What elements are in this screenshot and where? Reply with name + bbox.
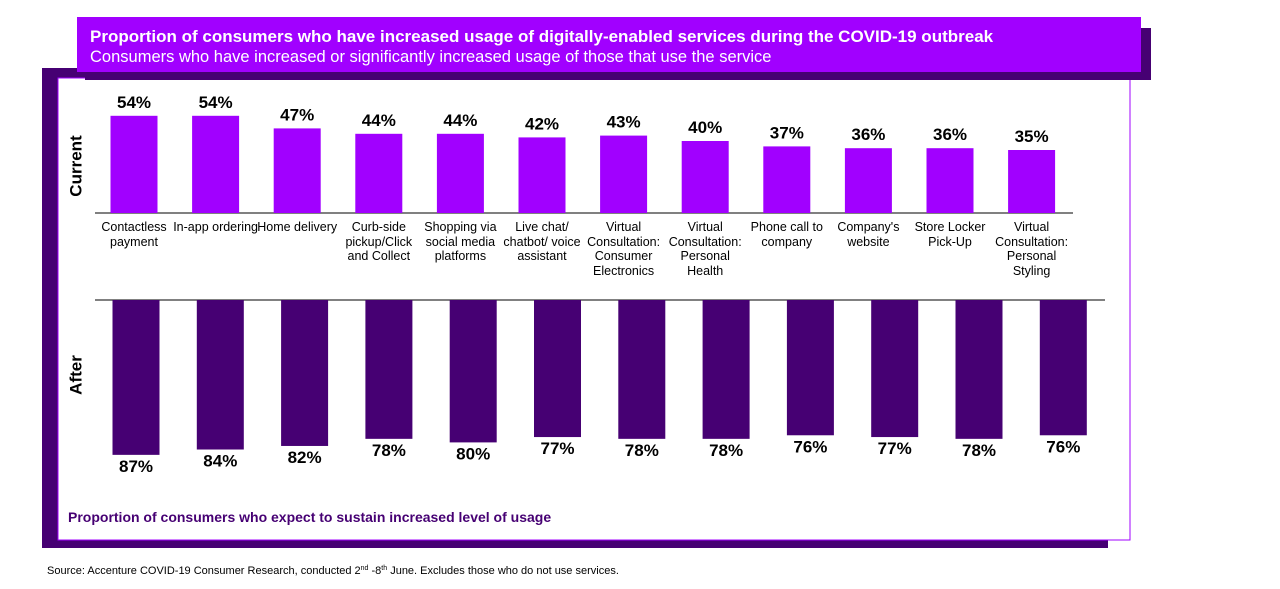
category-label-box: In-app ordering	[173, 220, 258, 234]
bar	[196, 300, 244, 450]
bar	[681, 141, 729, 213]
value-label: 35%	[1015, 127, 1049, 146]
value-label: 37%	[770, 123, 804, 142]
chart-subtitle: Consumers who have increased or signific…	[90, 48, 771, 66]
bar	[436, 133, 484, 213]
value-label: 77%	[540, 439, 574, 458]
source-text: Source: Accenture COVID-19 Consumer Rese…	[47, 565, 361, 577]
value-label: 42%	[525, 114, 559, 133]
category-label-box: Contactless payment	[101, 220, 167, 249]
x-tick-label: Shopping via social media platforms	[424, 220, 497, 263]
value-label: 78%	[372, 441, 406, 460]
value-label: 78%	[962, 441, 996, 460]
bar	[355, 133, 403, 213]
value-label: 54%	[117, 93, 151, 112]
value-label: 36%	[851, 125, 885, 144]
x-tick-label: Company's website	[837, 220, 900, 249]
bar	[926, 148, 974, 213]
category-label-box: Home delivery	[257, 220, 338, 234]
x-tick-label: Contactless payment	[101, 220, 167, 249]
bar	[112, 300, 160, 455]
x-tick-label: Virtual Consultation: Personal Health	[668, 220, 742, 278]
value-label: 36%	[933, 125, 967, 144]
category-label-box: Phone call to company	[750, 220, 823, 249]
category-label-box: Live chat/ chatbot/ voice assistant	[503, 220, 581, 263]
axis-label: Current	[66, 135, 85, 197]
value-label: 84%	[203, 452, 237, 471]
bar	[955, 300, 1003, 439]
value-label: 47%	[280, 105, 314, 124]
source-text: -8	[368, 565, 381, 577]
value-label: 54%	[199, 93, 233, 112]
category-label-box: Virtual Consultation: Personal Health	[668, 220, 742, 278]
source-text: th	[381, 565, 387, 572]
source: Source: Accenture COVID-19 Consumer Rese…	[47, 565, 619, 577]
value-label: 87%	[119, 457, 153, 476]
value-label: 78%	[625, 441, 659, 460]
bar	[192, 115, 240, 213]
x-tick-label: Virtual Consultation: Personal Styling	[995, 220, 1069, 278]
value-label: 44%	[443, 111, 477, 130]
category-label-box: Curb-side pickup/Click and Collect	[345, 220, 413, 263]
value-label: 76%	[1046, 437, 1080, 456]
bar	[281, 300, 329, 446]
x-tick-label: In-app ordering	[173, 220, 258, 234]
bar	[618, 300, 666, 439]
category-label-box: Shopping via social media platforms	[424, 220, 497, 263]
x-tick-label: Virtual Consultation: Consumer Electroni…	[587, 220, 661, 278]
chart-title: Proportion of consumers who have increas…	[90, 27, 994, 46]
category-label-box: Company's website	[837, 220, 900, 249]
value-label: 76%	[793, 437, 827, 456]
bar	[600, 135, 648, 213]
title-box	[77, 17, 1141, 72]
bar	[518, 137, 566, 213]
category-label-box: Virtual Consultation: Consumer Electroni…	[587, 220, 661, 278]
value-label: 82%	[288, 448, 322, 467]
category-label-box: Virtual Consultation: Personal Styling	[995, 220, 1069, 278]
value-label: 77%	[878, 439, 912, 458]
x-tick-label: Curb-side pickup/Click and Collect	[345, 220, 413, 263]
bar	[365, 300, 413, 439]
bar	[786, 300, 834, 436]
bar	[273, 128, 321, 213]
bar	[1039, 300, 1087, 436]
bar	[449, 300, 497, 443]
x-tick-label: Home delivery	[257, 220, 338, 234]
value-label: 44%	[362, 111, 396, 130]
value-label: 43%	[607, 113, 641, 132]
x-tick-label: Store Locker Pick-Up	[914, 220, 986, 249]
bar	[110, 115, 158, 213]
axis-label: After	[66, 355, 85, 395]
bar	[534, 300, 581, 438]
value-label: 78%	[709, 441, 743, 460]
value-label: 40%	[688, 118, 722, 137]
value-label: 80%	[456, 444, 490, 463]
bar	[1008, 150, 1056, 213]
source-text: June. Excludes those who do not use serv…	[387, 565, 619, 577]
bar	[763, 146, 811, 213]
source-text: nd	[361, 565, 369, 572]
category-label-box: Store Locker Pick-Up	[914, 220, 986, 249]
bar	[702, 300, 750, 439]
footnote: Proportion of consumers who expect to su…	[68, 509, 551, 525]
bar	[871, 300, 919, 438]
x-tick-label: Live chat/ chatbot/ voice assistant	[503, 220, 581, 263]
x-tick-label: Phone call to company	[750, 220, 823, 249]
bar	[844, 148, 892, 213]
